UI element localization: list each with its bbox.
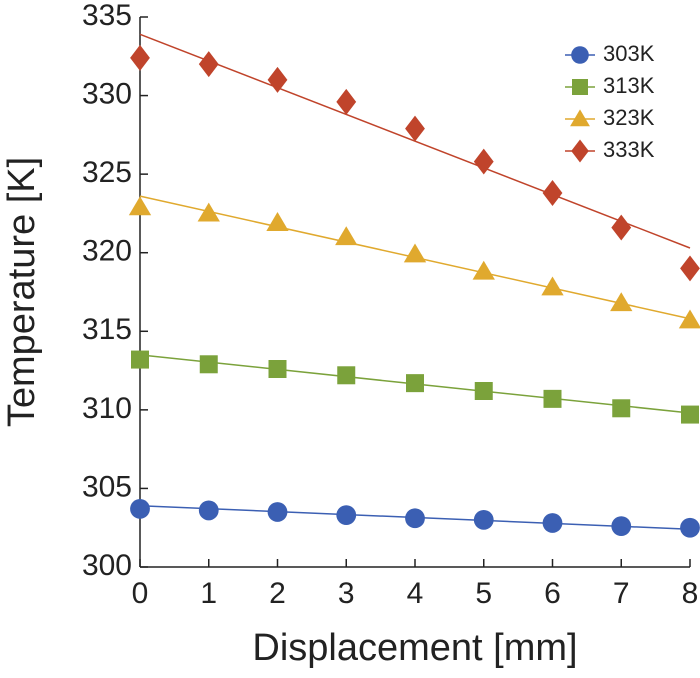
data-point bbox=[680, 255, 700, 282]
data-point bbox=[335, 226, 358, 246]
y-tick-label: 325 bbox=[82, 156, 132, 189]
y-tick-label: 320 bbox=[82, 235, 132, 268]
legend-marker bbox=[571, 46, 589, 64]
data-point bbox=[336, 505, 357, 526]
data-point bbox=[405, 508, 425, 529]
x-tick-label: 1 bbox=[200, 577, 217, 610]
data-point bbox=[611, 516, 632, 537]
data-point bbox=[612, 399, 631, 418]
x-tick-label: 6 bbox=[544, 577, 561, 610]
y-tick-label: 330 bbox=[82, 77, 132, 110]
y-tick-label: 300 bbox=[82, 549, 132, 582]
data-point bbox=[473, 148, 494, 175]
x-tick-label: 7 bbox=[613, 577, 630, 610]
x-tick-label: 0 bbox=[132, 577, 149, 610]
data-point bbox=[678, 309, 700, 329]
x-axis-label: Displacement [mm] bbox=[252, 627, 577, 669]
x-tick-label: 3 bbox=[338, 577, 355, 610]
legend-label: 323K bbox=[603, 105, 655, 130]
data-point bbox=[198, 500, 219, 521]
data-point bbox=[128, 196, 152, 216]
legend-marker bbox=[571, 139, 589, 163]
y-axis-label: Temperature [K] bbox=[1, 157, 43, 427]
legend-marker bbox=[572, 79, 588, 95]
data-point bbox=[130, 498, 150, 519]
x-tick-label: 4 bbox=[407, 577, 424, 610]
x-tick-label: 2 bbox=[269, 577, 286, 610]
legend-label: 333K bbox=[603, 137, 655, 162]
data-point bbox=[267, 66, 288, 93]
data-point bbox=[130, 44, 150, 71]
data-point bbox=[405, 115, 425, 142]
y-tick-label: 335 bbox=[82, 0, 132, 32]
legend-label: 303K bbox=[603, 41, 655, 66]
data-point bbox=[542, 180, 563, 206]
data-point bbox=[266, 212, 289, 231]
x-tick-label: 8 bbox=[682, 577, 699, 610]
data-point bbox=[197, 202, 220, 222]
data-point bbox=[610, 292, 633, 312]
y-tick-label: 315 bbox=[82, 313, 132, 346]
data-point bbox=[131, 350, 149, 369]
legend-marker bbox=[570, 109, 590, 127]
data-point bbox=[473, 509, 494, 530]
data-point bbox=[680, 517, 700, 538]
legend-label: 313K bbox=[603, 73, 655, 98]
x-tick-label: 5 bbox=[475, 577, 492, 610]
y-tick-label: 305 bbox=[82, 470, 132, 503]
data-point bbox=[541, 276, 564, 296]
data-point bbox=[268, 360, 287, 378]
y-tick-label: 310 bbox=[82, 392, 132, 425]
data-point bbox=[542, 513, 563, 533]
data-point bbox=[474, 382, 493, 400]
data-point bbox=[611, 214, 632, 241]
data-point bbox=[403, 243, 427, 263]
data-point bbox=[267, 502, 288, 522]
data-point bbox=[336, 88, 357, 115]
data-point bbox=[472, 260, 495, 280]
data-point bbox=[198, 51, 219, 78]
data-point bbox=[681, 405, 699, 424]
data-point bbox=[199, 355, 218, 374]
data-point bbox=[337, 366, 356, 385]
data-point bbox=[543, 389, 562, 408]
data-point bbox=[406, 374, 424, 393]
